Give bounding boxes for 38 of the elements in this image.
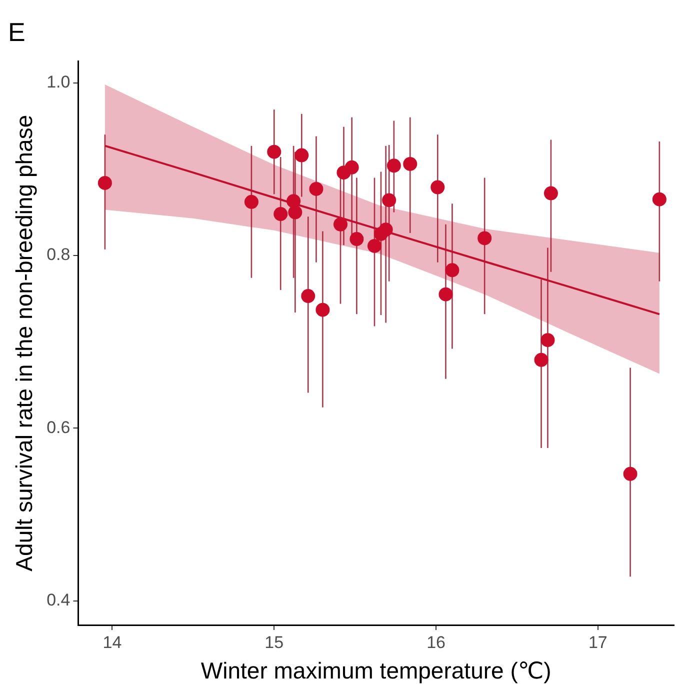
point	[386, 158, 401, 173]
chart-title: E	[8, 16, 26, 47]
x-tick-label: 17	[588, 632, 608, 652]
point	[478, 231, 492, 246]
x-axis-title: Winter maximum temperature (℃)	[200, 658, 552, 684]
point	[344, 160, 359, 174]
point	[445, 263, 460, 278]
point	[403, 156, 418, 171]
point	[623, 466, 638, 481]
y-axis-title: Adult survival rate in the non-breeding phase	[11, 114, 38, 572]
point	[288, 205, 302, 220]
point	[540, 333, 555, 348]
point	[438, 287, 453, 302]
point	[334, 217, 348, 232]
x-tick-label: 14	[102, 632, 122, 652]
point	[378, 222, 393, 237]
point	[286, 194, 301, 208]
y-tick-label: 1.0	[46, 72, 70, 92]
point	[534, 352, 548, 367]
x-tick-label: 15	[264, 632, 284, 652]
point	[350, 232, 364, 246]
point	[301, 289, 316, 304]
point	[652, 192, 666, 206]
y-tick-label: 0.6	[46, 418, 70, 437]
point	[430, 180, 445, 194]
point	[382, 193, 396, 208]
point	[274, 207, 288, 222]
point	[367, 238, 382, 253]
point	[98, 176, 112, 190]
point	[544, 186, 558, 200]
y-tick-label: 0.8	[46, 245, 70, 264]
x-tick-label: 16	[426, 632, 446, 652]
y-tick-label: 0.4	[46, 590, 70, 610]
point	[316, 302, 330, 317]
point	[267, 144, 282, 159]
point	[244, 194, 258, 209]
point	[294, 148, 309, 162]
point	[309, 182, 324, 196]
